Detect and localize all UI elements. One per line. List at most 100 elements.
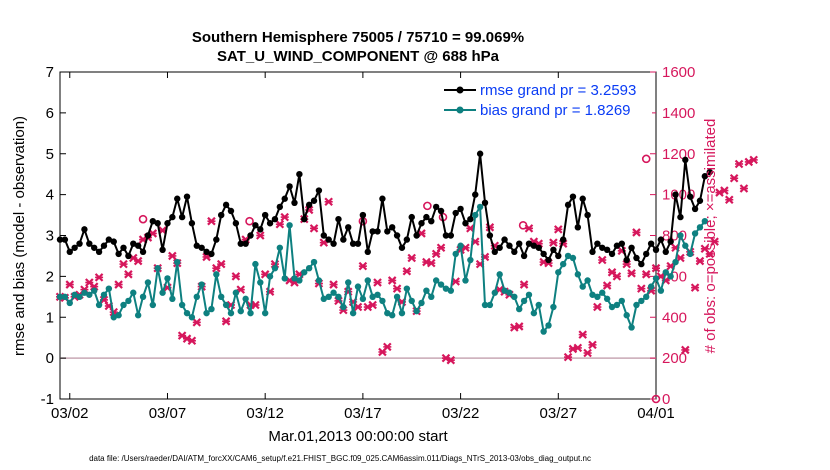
rmse-point	[467, 215, 474, 223]
rmse-point	[315, 187, 323, 194]
bias-point	[61, 293, 69, 301]
bias-series-layer	[56, 203, 709, 335]
rmse-point	[594, 240, 601, 247]
obs-assimilated-marker	[407, 253, 417, 263]
obs-assimilated-marker	[593, 302, 602, 312]
rmse-point	[701, 173, 709, 180]
legend-bias-marker	[456, 106, 464, 114]
rmse-point	[310, 197, 318, 204]
right-tick-label: 0	[662, 391, 670, 408]
rmse-point	[603, 246, 611, 254]
bias-point	[95, 301, 103, 309]
obs-possible-marker	[245, 216, 254, 226]
bias-point	[130, 289, 137, 296]
bias-point	[100, 291, 108, 298]
obs-assimilated-marker	[187, 336, 197, 346]
bias-point	[677, 232, 684, 239]
obs-assimilated-marker	[402, 266, 412, 276]
rmse-point	[506, 242, 513, 249]
obs-assimilated-marker	[597, 255, 607, 265]
bias-point	[56, 293, 64, 301]
rmse-point	[476, 150, 484, 157]
obs-assimilated-marker	[231, 272, 241, 281]
bias-point	[545, 322, 552, 329]
rmse-point	[472, 191, 479, 198]
chart-subtitle: SAT_U_WIND_COMPONENT @ 688 hPa	[217, 48, 500, 65]
x-tick-label: 03/17	[344, 405, 382, 422]
bias-point	[603, 295, 611, 303]
rmse-point	[81, 226, 88, 233]
bias-point	[379, 297, 386, 305]
bias-point	[213, 271, 220, 278]
left-axis-ticks: -1 0 1 2 3 4 5 6 7	[41, 64, 66, 408]
bias-point	[266, 273, 274, 280]
bias-point	[682, 242, 689, 249]
obs-assimilated-marker	[729, 173, 739, 183]
obs-assimilated-marker	[519, 280, 529, 289]
bias-point	[393, 293, 401, 301]
bias-point	[403, 285, 411, 292]
obs-assimilated-marker	[373, 278, 382, 287]
obs-assimilated-marker	[710, 237, 719, 246]
rmse-point	[252, 222, 259, 229]
rmse-point	[520, 252, 528, 260]
rmse-point	[442, 232, 450, 239]
obs-assimilated-marker	[549, 238, 558, 247]
x-tick-label: 03/02	[51, 405, 89, 422]
rmse-point	[540, 250, 547, 258]
rmse-point	[516, 240, 523, 247]
rmse-point	[677, 213, 684, 221]
obs-assimilated-marker	[275, 219, 285, 229]
bias-point	[296, 277, 303, 284]
rmse-point	[408, 213, 415, 221]
rmse-point	[613, 242, 621, 249]
obs-assimilated-marker	[436, 243, 446, 253]
left-tick-label: 6	[46, 105, 54, 122]
bias-point	[647, 283, 655, 290]
rmse-point	[550, 246, 557, 254]
rmse-point	[643, 250, 650, 258]
bias-point	[86, 291, 93, 298]
rmse-point	[130, 240, 137, 247]
rmse-point	[388, 224, 396, 231]
left-tick-label: -1	[41, 391, 54, 408]
bias-point	[496, 271, 503, 278]
bias-point	[134, 312, 142, 319]
obs-assimilated-marker	[734, 159, 744, 169]
obs-assimilated-marker	[725, 195, 734, 205]
rmse-point	[393, 232, 401, 239]
bias-point	[569, 254, 577, 262]
bias-point	[384, 309, 391, 317]
rmse-point	[305, 201, 313, 209]
bias-point	[178, 301, 186, 309]
bias-point	[594, 293, 601, 301]
rmse-point	[174, 195, 181, 202]
bias-point	[164, 275, 171, 282]
right-axis-ticks: 02004006008001000120014001600	[650, 64, 695, 408]
bias-point	[335, 293, 342, 301]
obs-assimilated-marker	[554, 225, 563, 234]
bias-point	[310, 258, 318, 266]
obs-assimilated-marker	[324, 197, 333, 207]
obs-assimilated-marker	[383, 342, 392, 352]
obs-assimilated-marker	[65, 280, 75, 289]
x-axis-label: Mar.01,2013 00:00:00 start	[268, 428, 448, 445]
rmse-point	[398, 244, 406, 251]
rmse-point	[213, 236, 220, 243]
bias-point	[599, 289, 606, 296]
x-tick-label: 03/22	[442, 405, 480, 422]
bias-point	[667, 273, 674, 280]
rmse-point	[183, 193, 191, 200]
rmse-point	[574, 224, 582, 231]
bias-point	[330, 289, 337, 296]
obs-assimilated-marker	[368, 300, 377, 310]
rmse-point	[530, 242, 538, 249]
rmse-point	[496, 244, 503, 251]
bias-point	[691, 230, 699, 237]
bias-point	[437, 281, 445, 288]
bias-point	[257, 279, 264, 286]
left-axis-label: rmse and bias (model - observation)	[11, 116, 28, 356]
x-tick-label: 03/07	[149, 405, 187, 422]
rmse-point	[193, 242, 200, 249]
